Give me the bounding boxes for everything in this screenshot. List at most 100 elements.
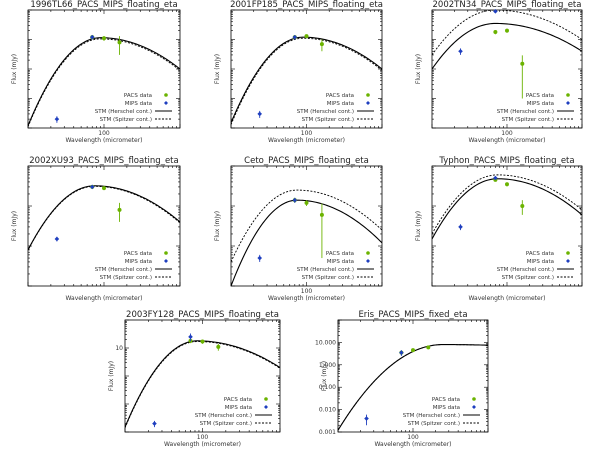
pacs-point xyxy=(505,182,509,187)
stm-spitzer-curve xyxy=(432,10,582,56)
legend-label: STM (Herschel cont.) xyxy=(297,267,354,273)
stm-spitzer-curve xyxy=(432,174,582,235)
legend-label: MIPS data xyxy=(327,101,354,107)
y-axis-label: Flux (mJy) xyxy=(11,211,18,241)
pacs-point xyxy=(319,212,324,217)
stm-spitzer-curve xyxy=(28,185,180,251)
y-axis-label: Flux (mJy) xyxy=(415,54,422,84)
x-tick-label: 100 xyxy=(98,130,110,137)
legend-label: MIPS data xyxy=(125,101,152,107)
y-axis-label: Flux (mJy) xyxy=(108,361,115,391)
legend-label: STM (Spitzer cont.) xyxy=(100,275,152,281)
pacs-point xyxy=(319,42,324,47)
panel-title: 1996TL66_PACS_MIPS_floating_eta xyxy=(30,0,177,10)
mips-point xyxy=(152,421,157,426)
legend-label: STM (Spitzer cont.) xyxy=(502,117,554,123)
mips-point xyxy=(493,9,498,14)
mips-point xyxy=(89,34,95,40)
legend-label: MIPS data xyxy=(433,405,460,411)
x-axis-label: Wavelength (micrometer) xyxy=(65,295,142,302)
x-axis-label: Wavelength (micrometer) xyxy=(164,441,241,448)
legend-pacs-marker xyxy=(366,93,370,97)
mips-point xyxy=(54,236,60,242)
stm-herschel-curve xyxy=(432,22,582,70)
mips-point xyxy=(257,255,263,261)
y-tick-label: 10.000 xyxy=(315,339,336,346)
legend-pacs-marker xyxy=(264,397,268,401)
x-axis-label: Wavelength (micrometer) xyxy=(65,137,142,144)
panel-5: Typhon_PACS_MIPS_floating_eta Wavelength … xyxy=(415,156,583,302)
legend-label: STM (Spitzer cont.) xyxy=(302,117,354,123)
panel-0: 100 1996TL66_PACS_MIPS_floating_eta Wavele… xyxy=(11,0,181,144)
mips-point xyxy=(458,224,463,230)
mips-point xyxy=(257,111,263,117)
legend-label: STM (Spitzer cont.) xyxy=(200,421,252,427)
legend-mips-marker xyxy=(164,101,168,105)
panel-6: 100 10 2003FY128_PACS_MIPS_floating_eta Wav… xyxy=(108,310,281,448)
legend-label: STM (Herschel cont.) xyxy=(497,267,554,273)
legend-pacs-marker xyxy=(566,251,570,255)
y-axis-label: Flux (mJy) xyxy=(11,54,18,84)
legend-label: MIPS data xyxy=(327,259,354,265)
legend-label: STM (Herschel cont.) xyxy=(497,109,554,115)
legend-mips-marker xyxy=(472,405,476,409)
pacs-point xyxy=(520,204,525,208)
legend-label: PACS data xyxy=(526,251,554,257)
legend-mips-marker xyxy=(566,259,570,263)
pacs-point xyxy=(304,200,309,205)
legend-label: PACS data xyxy=(526,93,554,99)
x-tick-label: 100 xyxy=(301,130,313,137)
pacs-point xyxy=(505,28,509,33)
legend-label: PACS data xyxy=(124,93,152,99)
pacs-point xyxy=(117,40,122,45)
pacs-point xyxy=(493,29,498,34)
x-axis-label: Wavelength (micrometer) xyxy=(468,295,545,302)
panel-2: 100 2002TN34_PACS_MIPS_floating_eta Wavele… xyxy=(415,0,583,144)
panel-title: 2001FP185_PACS_MIPS_floating_eta xyxy=(230,0,383,10)
stm-herschel-curve xyxy=(432,178,582,240)
panel-title: 2002XU93_PACS_MIPS_floating_eta xyxy=(29,156,178,166)
mips-point xyxy=(458,48,463,54)
pacs-point xyxy=(520,61,525,66)
legend-pacs-marker xyxy=(566,93,570,97)
panel-4: 100 Ceto_PACS_MIPS_floating_eta Wavelength… xyxy=(214,156,383,302)
mips-point xyxy=(292,197,298,203)
panel-title: 2003FY128_PACS_MIPS_floating_eta xyxy=(126,310,279,320)
panel-3: 2002XU93_PACS_MIPS_floating_eta Wavelengt… xyxy=(11,156,181,302)
y-tick-label: 0.001 xyxy=(319,429,336,436)
x-tick-label: 100 xyxy=(197,434,209,441)
legend-pacs-marker xyxy=(366,251,370,255)
panel-title: Eris_PACS_MIPS_fixed_eta xyxy=(358,310,467,320)
pacs-point xyxy=(117,207,122,212)
legend-label: PACS data xyxy=(326,251,354,257)
y-axis-label: Flux (mJy) xyxy=(214,54,221,84)
y-axis-label: Flux (mJy) xyxy=(415,211,422,241)
x-tick-label: 100 xyxy=(501,130,513,137)
x-axis-label: Wavelength (micrometer) xyxy=(374,441,451,448)
legend-label: PACS data xyxy=(432,397,460,403)
y-tick-label: 0.100 xyxy=(319,384,336,391)
legend-mips-marker xyxy=(366,101,370,105)
legend-pacs-marker xyxy=(472,397,476,401)
pacs-point xyxy=(102,186,106,191)
legend-label: MIPS data xyxy=(225,405,252,411)
mips-point xyxy=(89,184,95,190)
mips-point xyxy=(292,34,298,40)
legend-label: PACS data xyxy=(326,93,354,99)
pacs-point xyxy=(411,348,415,353)
pacs-point xyxy=(200,339,205,344)
pacs-point xyxy=(426,345,431,350)
legend-mips-marker xyxy=(366,259,370,263)
mips-point xyxy=(399,350,404,355)
legend-label: PACS data xyxy=(124,251,152,257)
legend-mips-marker xyxy=(264,405,268,409)
y-axis-label: Flux (mJy) xyxy=(214,211,221,241)
legend-pacs-marker xyxy=(164,251,168,255)
legend-label: MIPS data xyxy=(527,101,554,107)
panel-7: 100 10.000 1.000 0.100 0.010 0.001 Eris_PACS_M… xyxy=(315,310,489,448)
panel-title: Typhon_PACS_MIPS_floating_eta xyxy=(438,156,574,166)
y-tick-label: 0.010 xyxy=(319,407,336,414)
stm-spitzer-curve xyxy=(231,189,382,263)
x-axis-label: Wavelength (micrometer) xyxy=(268,295,345,302)
y-axis-label: Flux (mJy) xyxy=(321,361,328,391)
